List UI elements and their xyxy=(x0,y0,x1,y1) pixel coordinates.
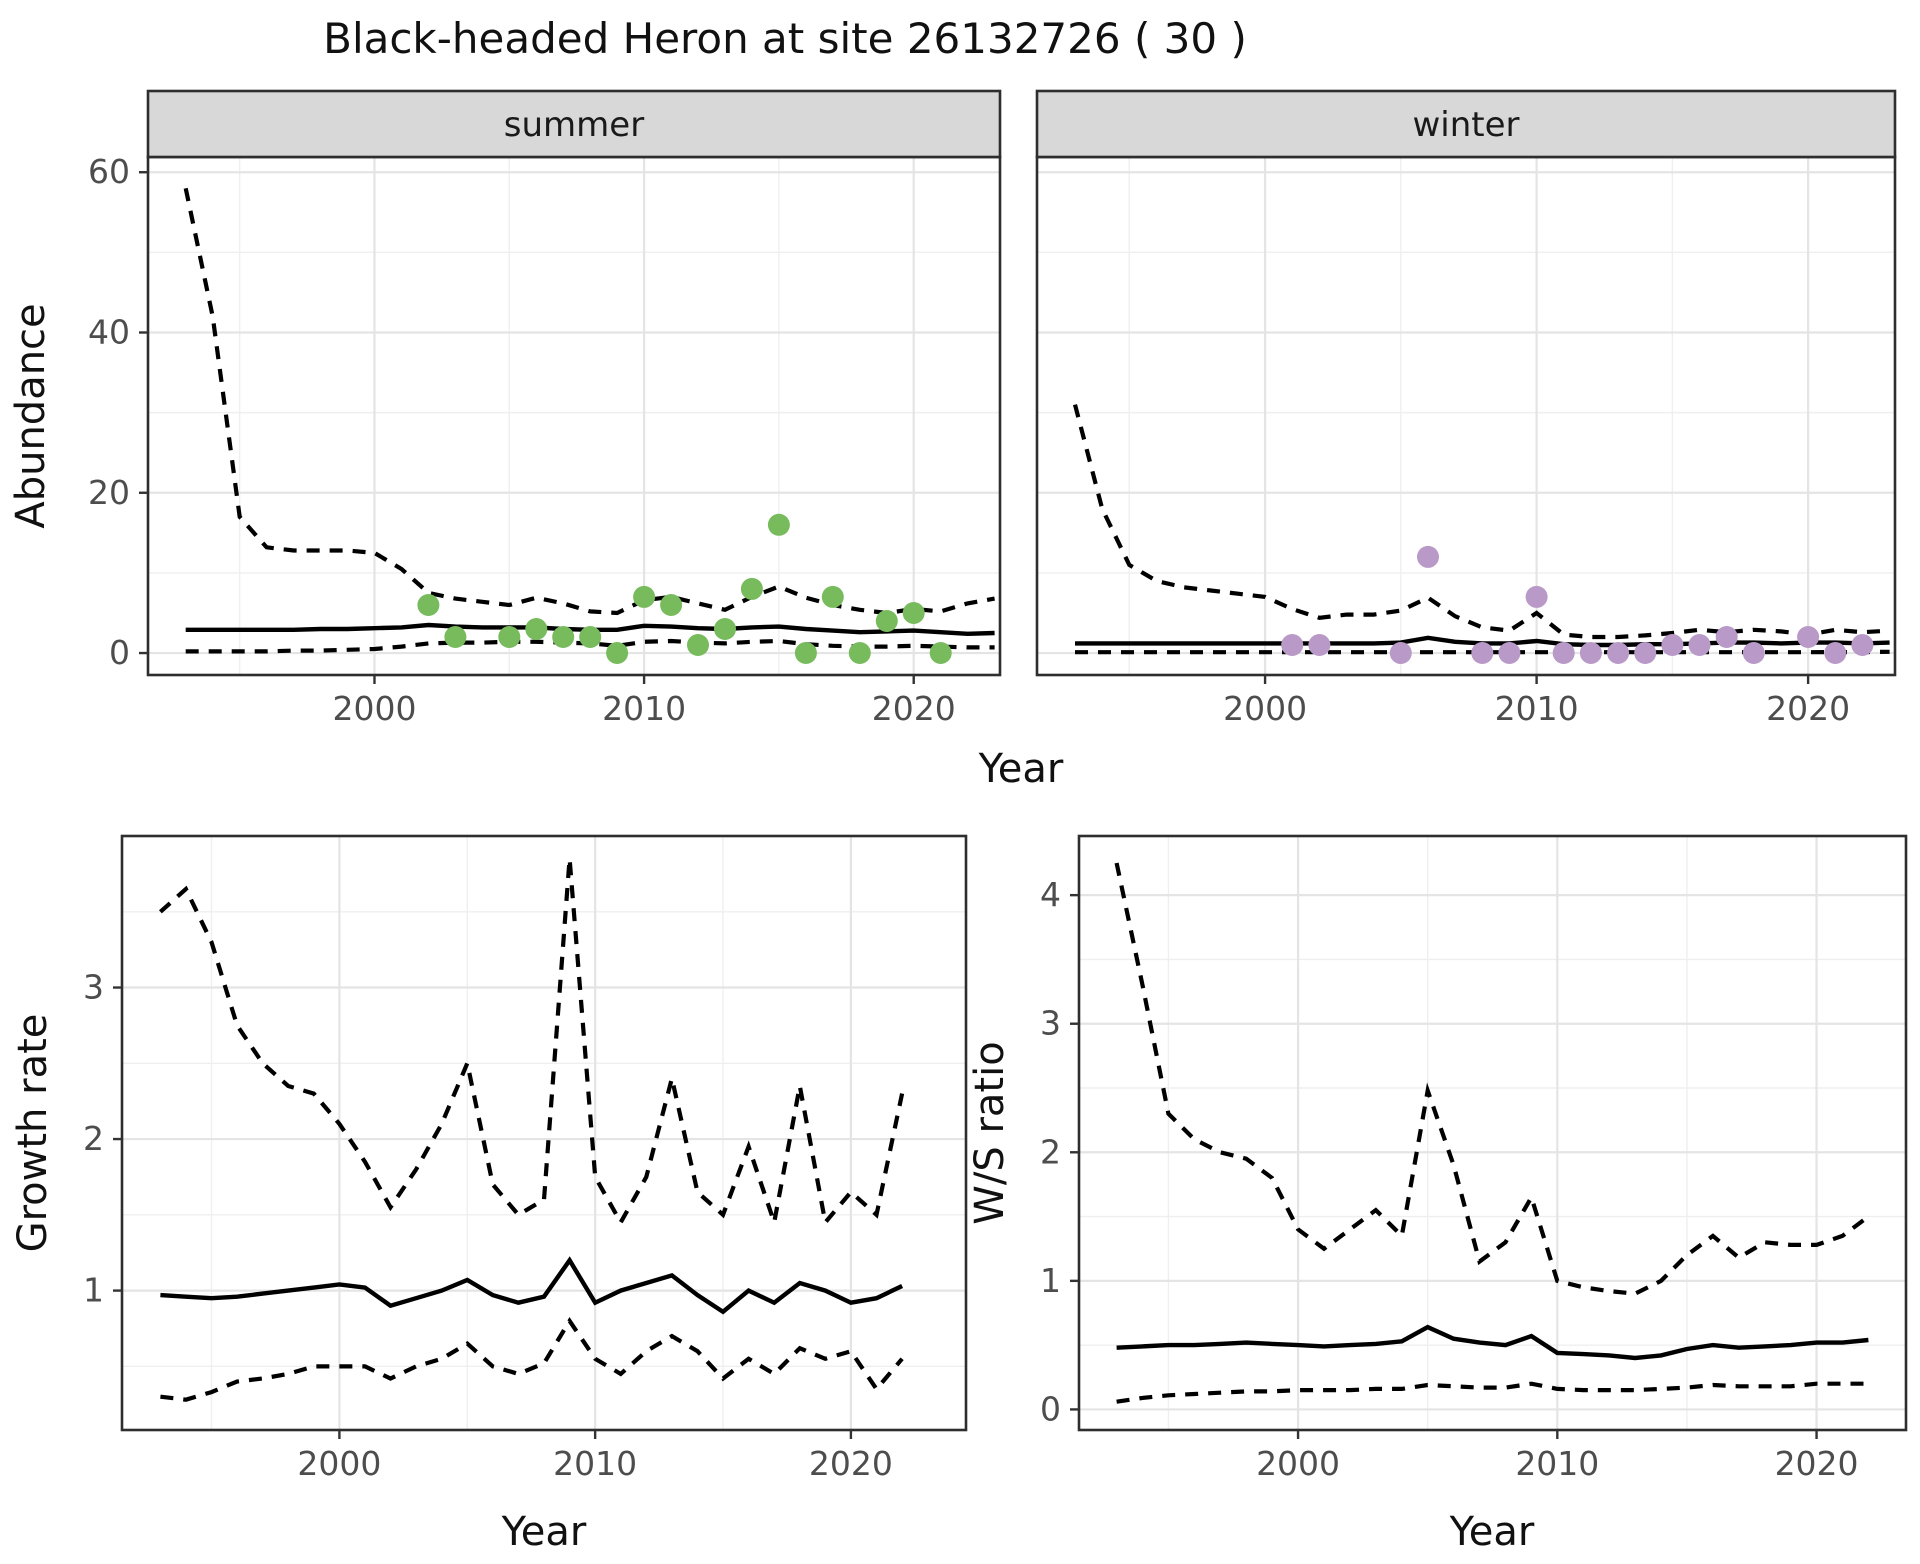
data-point xyxy=(606,642,628,664)
data-point xyxy=(525,618,547,640)
x-tick-label: 2020 xyxy=(809,1444,893,1483)
x-tick-label: 2020 xyxy=(1775,1444,1859,1483)
data-point xyxy=(1471,642,1493,664)
panel-background xyxy=(1037,157,1895,675)
data-point xyxy=(903,602,925,624)
panel-ws-ratio: 2000 2010 2020 0 1 2 3 4 xyxy=(1040,836,1906,1483)
data-point xyxy=(579,626,601,648)
data-point xyxy=(876,610,898,632)
x-tick-label: 2010 xyxy=(1495,689,1579,728)
data-point xyxy=(660,594,682,616)
data-point xyxy=(1689,634,1711,656)
x-tick-label: 2010 xyxy=(553,1444,637,1483)
data-point xyxy=(1716,626,1738,648)
y-tick-label: 4 xyxy=(1040,875,1061,914)
y-axis-title-abundance: Abundance xyxy=(8,303,54,528)
data-point xyxy=(552,626,574,648)
y-tick-label: 3 xyxy=(83,968,104,1007)
x-tick-label: 2020 xyxy=(1766,689,1850,728)
y-axis-title-ws: W/S ratio xyxy=(967,1041,1013,1224)
data-point xyxy=(1797,626,1819,648)
data-point xyxy=(741,578,763,600)
y-tick-label: 2 xyxy=(83,1119,104,1158)
axis-ticks: 2000 2010 2020 xyxy=(1223,675,1850,728)
y-axis-title-growth: Growth rate xyxy=(10,1014,56,1253)
data-point xyxy=(444,626,466,648)
data-point xyxy=(1553,642,1575,664)
data-point xyxy=(714,618,736,640)
data-point xyxy=(1281,634,1303,656)
y-tick-label: 1 xyxy=(1040,1261,1061,1300)
data-point xyxy=(768,514,790,536)
data-point xyxy=(1634,642,1656,664)
x-tick-label: 2000 xyxy=(332,689,416,728)
panel-background xyxy=(122,836,966,1430)
data-point xyxy=(1851,634,1873,656)
data-point xyxy=(1607,642,1629,664)
data-point xyxy=(1417,546,1439,568)
y-tick-label: 2 xyxy=(1040,1132,1061,1171)
data-point xyxy=(633,586,655,608)
y-tick-label: 20 xyxy=(88,473,130,512)
data-point xyxy=(822,586,844,608)
data-point xyxy=(1308,634,1330,656)
data-point xyxy=(1580,642,1602,664)
data-point xyxy=(849,642,871,664)
panel-background xyxy=(1079,836,1906,1430)
data-point xyxy=(498,626,520,648)
facet-label: summer xyxy=(504,105,644,145)
x-axis-title-year-growth: Year xyxy=(501,1509,587,1555)
facet-label: winter xyxy=(1412,105,1519,145)
data-point xyxy=(1390,642,1412,664)
y-tick-label: 1 xyxy=(83,1271,104,1310)
panel-abundance-summer: summer 2000 2010 2020 0 20 40 60 xyxy=(88,91,1000,728)
data-point xyxy=(930,642,952,664)
data-point xyxy=(687,634,709,656)
data-point xyxy=(1526,586,1548,608)
x-axis-title-year-top: Year xyxy=(978,746,1064,792)
data-point xyxy=(1498,642,1520,664)
data-point xyxy=(1743,642,1765,664)
x-tick-label: 2010 xyxy=(1515,1444,1599,1483)
panel-background xyxy=(148,157,1000,675)
data-point xyxy=(795,642,817,664)
x-tick-label: 2000 xyxy=(1223,689,1307,728)
data-point xyxy=(1661,634,1683,656)
data-point xyxy=(1824,642,1846,664)
chart-title: Black-headed Heron at site 26132726 ( 30… xyxy=(0,10,1570,68)
x-tick-label: 2000 xyxy=(1256,1444,1340,1483)
y-tick-label: 0 xyxy=(109,633,130,672)
y-tick-label: 3 xyxy=(1040,1004,1061,1043)
x-tick-label: 2020 xyxy=(872,689,956,728)
panel-growth-rate: 2000 2010 2020 1 2 3 xyxy=(83,836,966,1483)
x-tick-label: 2000 xyxy=(297,1444,381,1483)
x-axis-title-year-ws: Year xyxy=(1449,1509,1535,1555)
y-tick-label: 60 xyxy=(88,152,130,191)
y-tick-label: 40 xyxy=(88,312,130,351)
panel-abundance-winter: winter 2000 2010 2020 xyxy=(1037,91,1895,728)
x-tick-label: 2010 xyxy=(602,689,686,728)
data-point xyxy=(417,594,439,616)
y-tick-label: 0 xyxy=(1040,1389,1061,1428)
